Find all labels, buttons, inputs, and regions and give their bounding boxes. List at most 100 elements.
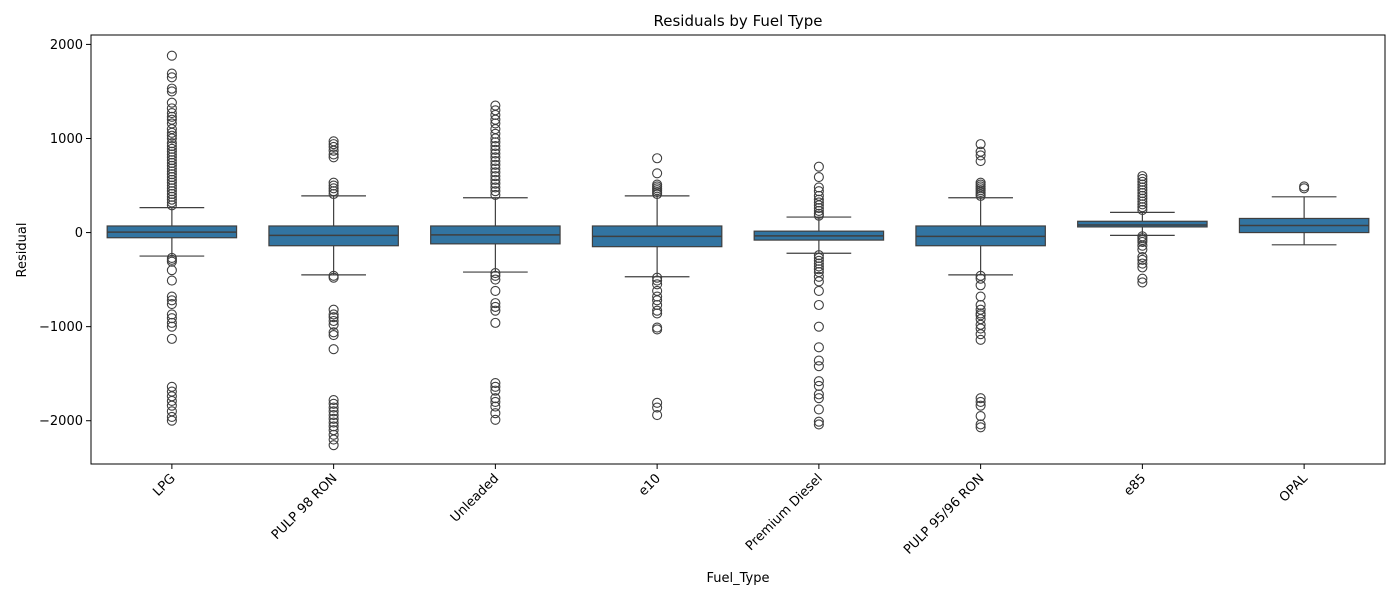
outlier-point: [166, 291, 177, 302]
outlier-point: [490, 156, 501, 167]
outlier-point: [490, 174, 501, 185]
outlier-point: [490, 118, 501, 129]
outlier-point: [490, 267, 501, 279]
outlier-point: [328, 394, 339, 406]
box-group: [268, 136, 399, 451]
box-group: [106, 50, 238, 426]
outlier-point: [975, 393, 986, 404]
outlier-point: [328, 398, 339, 409]
outlier-point: [328, 319, 339, 330]
outlier-point: [975, 419, 986, 430]
outlier-point: [490, 171, 501, 182]
x-axis: LPG PULP 98 RON Unleaded e10 Premium Diesel P…: [150, 464, 1311, 558]
outlier-point: [975, 410, 986, 422]
outlier-point: [813, 205, 824, 216]
outlier-point: [490, 305, 501, 316]
outlier-point: [490, 270, 501, 281]
outlier-point: [1137, 240, 1148, 251]
box-group: [591, 153, 723, 421]
outlier-point: [490, 401, 501, 412]
outlier-point: [490, 378, 501, 389]
x-tick-label: LPG: [150, 471, 178, 499]
outlier-point: [813, 361, 824, 372]
outlier-point: [166, 295, 177, 306]
outlier-point: [328, 402, 339, 413]
y-tick-label: 0: [75, 226, 83, 241]
outlier-point: [652, 188, 663, 200]
outlier-point: [975, 329, 986, 340]
outlier-point: [166, 411, 177, 423]
outlier-point: [166, 395, 177, 407]
outlier-point: [166, 108, 177, 119]
outlier-point: [652, 279, 663, 290]
outlier-point: [490, 414, 501, 425]
outlier-point: [328, 315, 339, 327]
outlier-point: [328, 188, 339, 200]
outlier-point: [1137, 258, 1148, 269]
outlier-point: [652, 168, 663, 179]
outlier-point: [813, 355, 824, 366]
outlier-point: [328, 440, 339, 451]
outlier-point: [975, 396, 986, 407]
outlier-point: [328, 312, 339, 323]
outlier-point: [652, 275, 663, 286]
outlier-point: [1137, 244, 1148, 255]
outlier-point: [813, 376, 824, 387]
chart-title: Residuals by Fuel Type: [653, 12, 822, 30]
y-axis-label: Residual: [15, 223, 30, 278]
outlier-point: [490, 298, 501, 309]
outlier-point: [1137, 273, 1148, 284]
outlier-point: [975, 280, 986, 291]
plot-area: [106, 50, 1370, 451]
outlier-point: [652, 308, 663, 319]
y-tick-label: 1000: [50, 132, 83, 147]
outlier-point: [490, 152, 501, 163]
outlier-point: [490, 274, 501, 285]
outlier-point: [813, 416, 824, 427]
outlier-point: [490, 159, 501, 170]
outlier-point: [975, 190, 986, 201]
outlier-point: [328, 344, 339, 355]
x-tick-label: e10: [636, 471, 664, 499]
outlier-point: [813, 271, 824, 282]
outlier-point: [166, 50, 177, 61]
box-group: [430, 100, 561, 425]
outlier-point: [652, 153, 663, 164]
outlier-point: [166, 321, 177, 332]
outlier-point: [652, 324, 663, 335]
outlier-point: [490, 385, 501, 396]
outlier-point: [652, 295, 663, 306]
outlier-point: [490, 396, 501, 407]
outlier-point: [166, 130, 177, 141]
outlier-point: [490, 189, 501, 200]
outlier-point: [328, 149, 339, 160]
outlier-point: [328, 429, 339, 440]
outlier-point: [1299, 183, 1310, 194]
box-group: [1238, 181, 1370, 246]
outlier-point: [813, 419, 824, 430]
outlier-point: [490, 186, 501, 197]
x-tick-label: Unleaded: [448, 471, 502, 525]
box-group: [753, 161, 885, 430]
outlier-point: [813, 321, 824, 332]
outlier-point: [490, 317, 501, 328]
outlier-point: [975, 422, 986, 433]
outlier-point: [1137, 199, 1148, 210]
outlier-point: [166, 86, 177, 97]
outlier-point: [813, 393, 824, 404]
outlier-point: [166, 333, 177, 344]
outlier-point: [813, 203, 824, 214]
outlier-point: [490, 167, 501, 178]
outlier-point: [490, 163, 501, 174]
outlier-point: [166, 265, 177, 276]
outlier-point: [490, 133, 501, 144]
outlier-point: [813, 261, 824, 272]
outlier-point: [975, 273, 986, 284]
y-axis: −2000 −1000 0 1000 2000: [39, 38, 91, 429]
outlier-point: [652, 305, 663, 316]
outlier-point: [166, 400, 177, 411]
outlier-point: [328, 434, 339, 445]
outlier-point: [1137, 236, 1148, 248]
outlier-point: [328, 327, 339, 338]
